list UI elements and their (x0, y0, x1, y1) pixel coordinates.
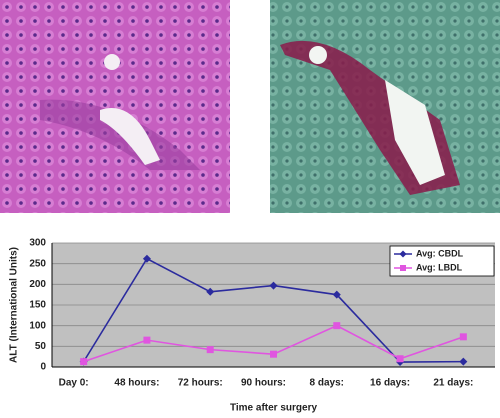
x-tick-label: 21 days: (433, 378, 473, 389)
x-tick-label: 48 hours: (114, 378, 159, 389)
x-tick-label: 90 hours: (241, 378, 286, 389)
marker (80, 358, 88, 366)
legend-label: Avg: LBDL (416, 262, 463, 272)
y-tick-label: 300 (29, 238, 46, 249)
y-tick-label: 200 (29, 279, 46, 290)
legend-label: Avg: CBDL (416, 248, 464, 258)
y-tick-label: 100 (29, 320, 46, 331)
y-axis-label: ALT (International Units) (9, 247, 20, 363)
marker (332, 290, 341, 299)
y-tick-label: 50 (35, 341, 47, 352)
histology-trichrome (270, 0, 500, 213)
x-tick-label: Day 0: (59, 378, 89, 389)
y-tick-label: 0 (40, 362, 46, 373)
x-tick-label: 8 days: (310, 378, 344, 389)
marker (143, 336, 151, 344)
legend-marker (399, 250, 407, 258)
marker (270, 350, 277, 358)
marker (333, 322, 341, 330)
x-tick-label: 72 hours: (178, 378, 223, 389)
legend-marker (400, 265, 406, 271)
marker (206, 346, 214, 354)
legend (389, 245, 495, 277)
marker (396, 355, 404, 363)
histology-he (0, 0, 230, 213)
marker (142, 254, 151, 263)
x-axis-label: Time after surgery (230, 403, 318, 414)
x-tick-label: 16 days: (370, 378, 410, 389)
y-tick-label: 150 (29, 300, 46, 311)
y-tick-label: 250 (29, 258, 46, 269)
marker (459, 357, 468, 366)
marker (269, 281, 278, 290)
marker (459, 333, 467, 341)
marker (206, 287, 215, 296)
